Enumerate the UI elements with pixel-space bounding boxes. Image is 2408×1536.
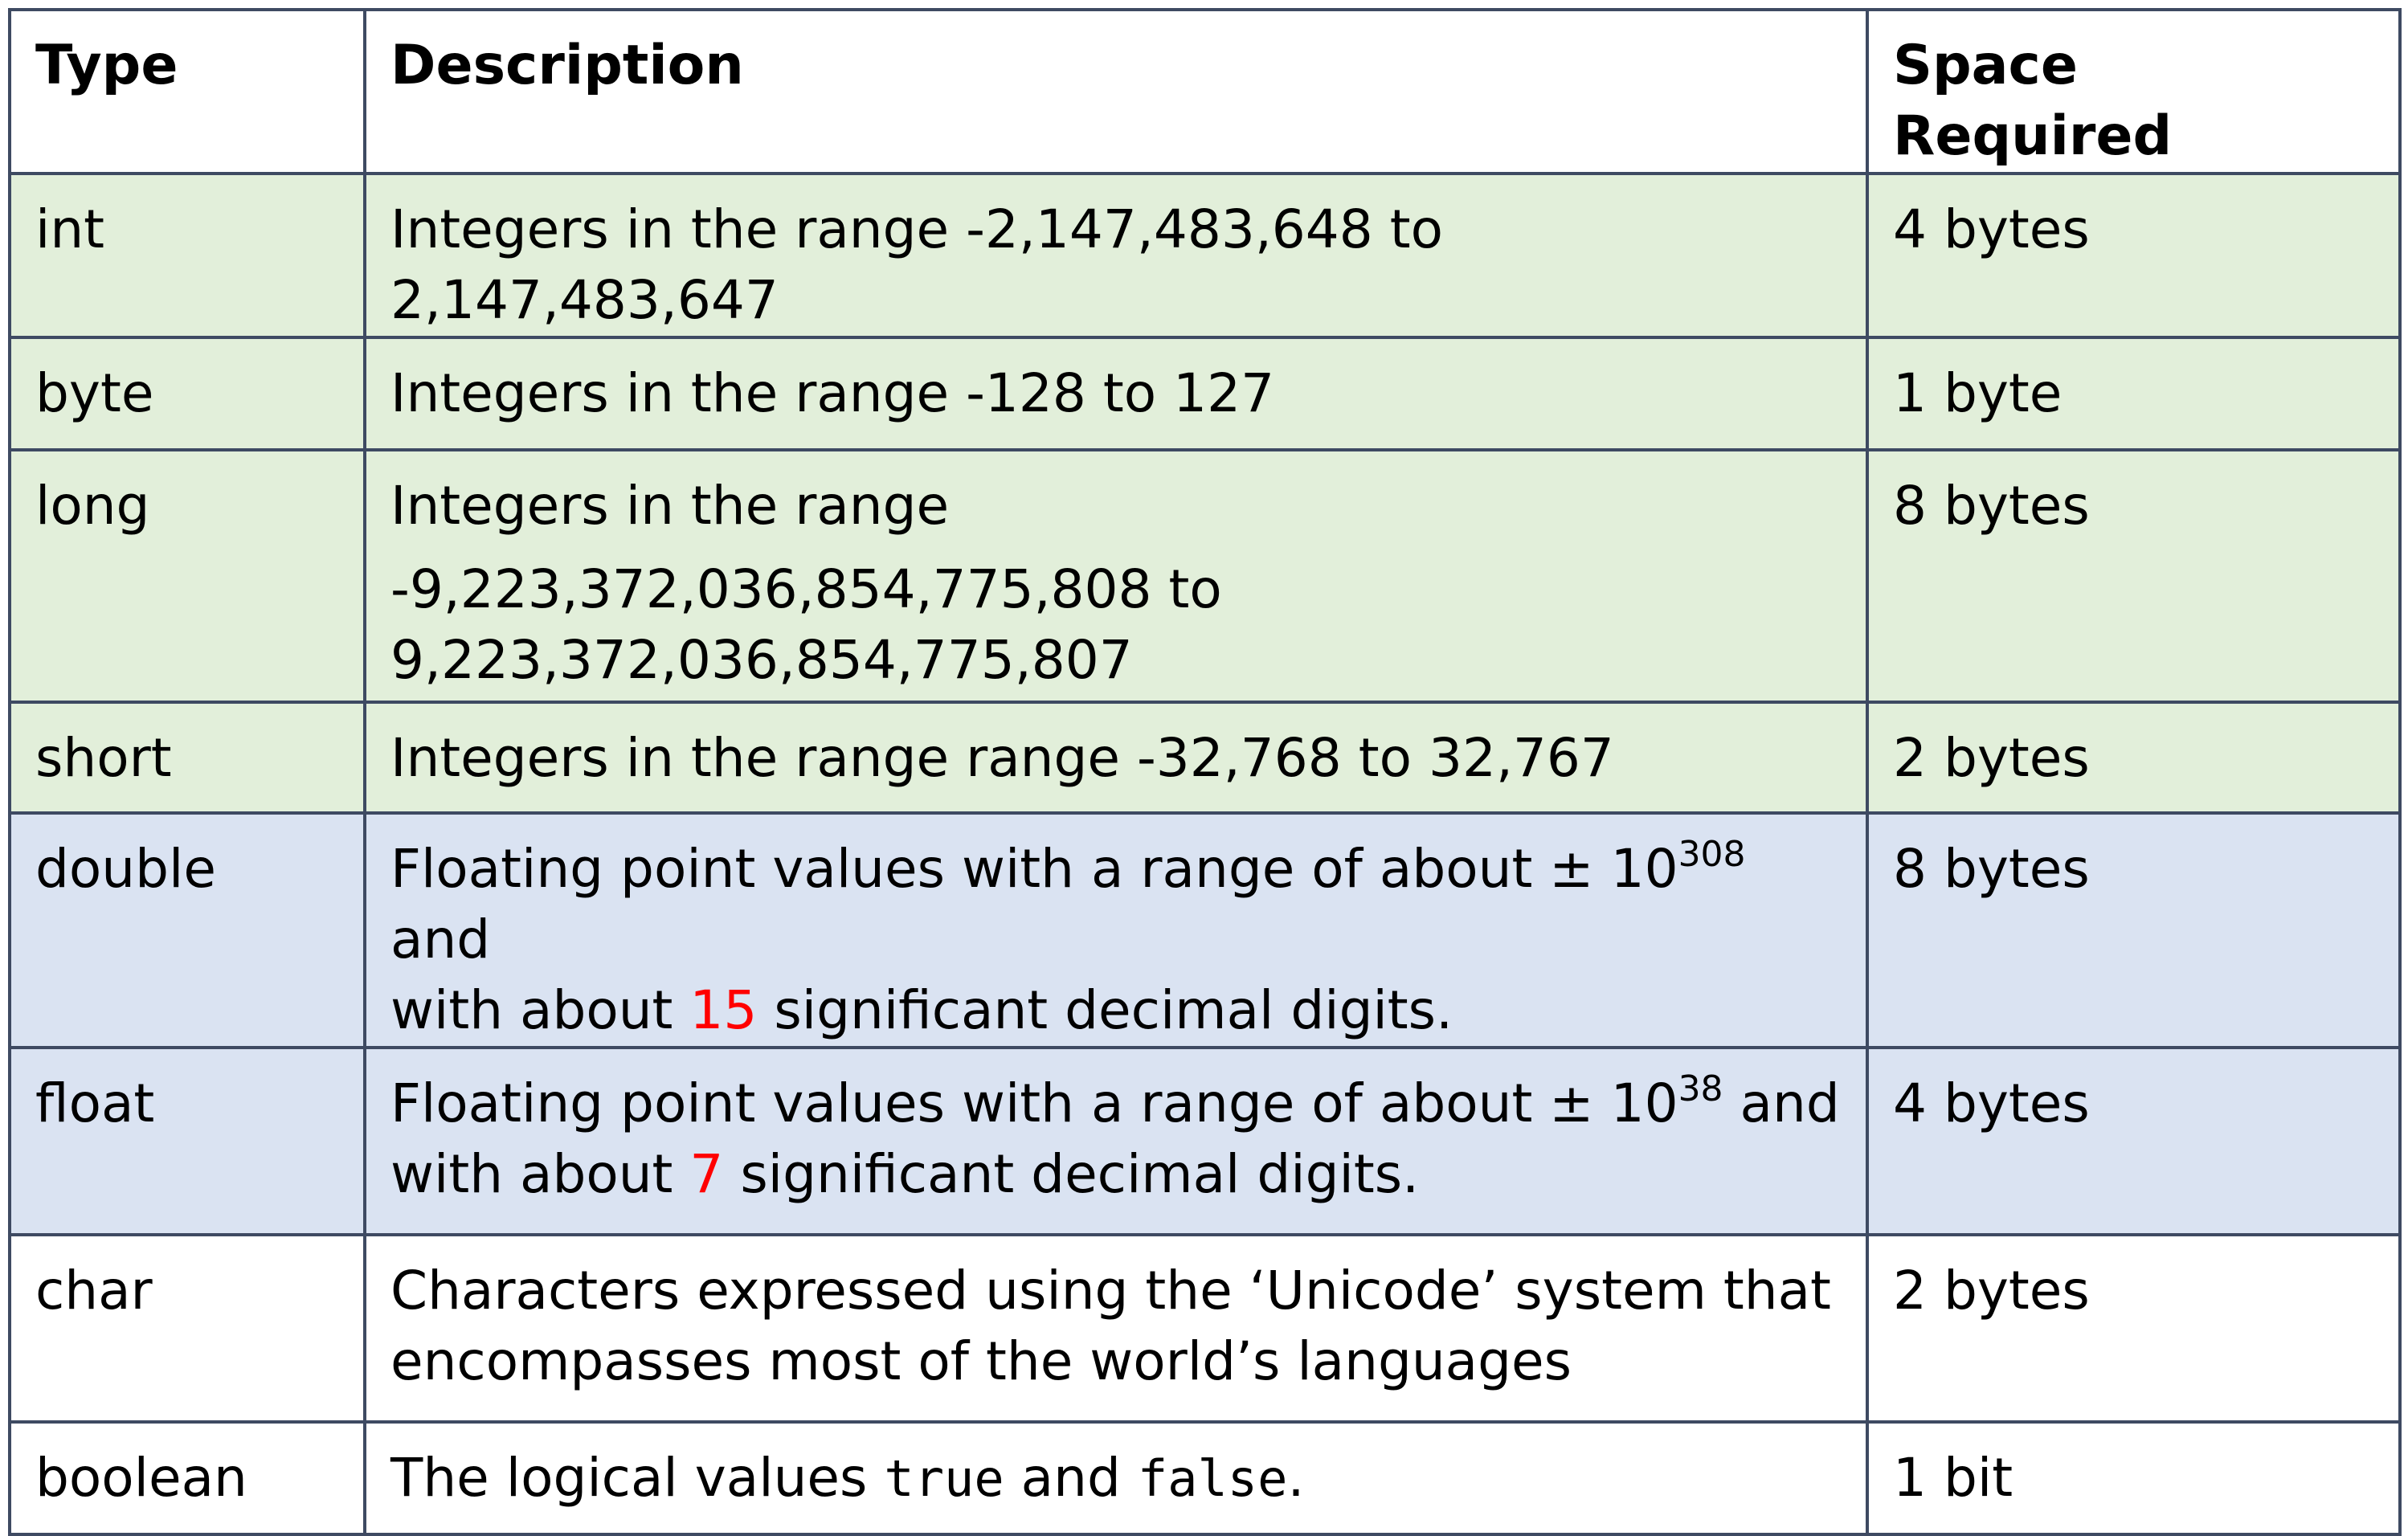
- description-text: and: [390, 909, 491, 970]
- description-text: Floating point values with a range of ab…: [390, 1072, 1678, 1134]
- description-cell-double: Floating point values with a range of ab…: [363, 811, 1869, 1049]
- type-cell-boolean: boolean: [8, 1420, 366, 1536]
- description-text: with about: [390, 1143, 690, 1205]
- description-text: The logical values: [390, 1447, 885, 1509]
- table-row-char: char Characters expressed using the ‘Uni…: [8, 1233, 2402, 1424]
- space-cell-char: 2 bytes: [1866, 1233, 2402, 1424]
- description-line: encompasses most of the world’s language…: [390, 1330, 1572, 1392]
- type-cell-byte: byte: [8, 336, 366, 451]
- description-text: Floating point values with a range of ab…: [390, 838, 1678, 900]
- space-cell-double: 8 bytes: [1866, 811, 2402, 1049]
- description-text: with about: [390, 979, 690, 1041]
- space-cell-boolean: 1 bit: [1866, 1420, 2402, 1536]
- table-row-boolean: boolean The logical values true and fals…: [8, 1420, 2402, 1536]
- space-cell-short: 2 bytes: [1866, 701, 2402, 815]
- code-true: true: [884, 1449, 1004, 1508]
- header-type: Type: [8, 8, 366, 175]
- table-row-float: float Floating point values with a range…: [8, 1046, 2402, 1236]
- type-cell-short: short: [8, 701, 366, 815]
- table-row-double: double Floating point values with a rang…: [8, 811, 2402, 1049]
- type-cell-char: char: [8, 1233, 366, 1424]
- description-cell-short: Integers in the range range -32,768 to 3…: [363, 701, 1869, 815]
- description-cell-int: Integers in the range -2,147,483,648 to …: [363, 172, 1869, 339]
- description-line: with about 7 significant decimal digits.: [390, 1139, 1842, 1210]
- space-cell-byte: 1 byte: [1866, 336, 2402, 451]
- header-space-required: Space Required: [1866, 8, 2402, 175]
- description-cell-byte: Integers in the range -128 to 127: [363, 336, 1869, 451]
- description-text: and: [1723, 1072, 1840, 1134]
- description-line: -9,223,372,036,854,775,808 to: [390, 558, 1222, 620]
- description-line: 9,223,372,036,854,775,807: [390, 629, 1133, 691]
- space-cell-long: 8 bytes: [1866, 448, 2402, 704]
- type-cell-long: long: [8, 448, 366, 704]
- exponent: 308: [1678, 834, 1746, 875]
- type-cell-int: int: [8, 172, 366, 339]
- space-cell-int: 4 bytes: [1866, 172, 2402, 339]
- code-false: false: [1137, 1449, 1288, 1508]
- description-text: .: [1287, 1447, 1305, 1509]
- description-line: Floating point values with a range of ab…: [390, 1068, 1842, 1139]
- data-types-table: Type Description Space Required int Inte…: [8, 8, 2402, 1536]
- description-text: significant decimal digits.: [723, 1143, 1420, 1205]
- description-text: and: [1004, 1447, 1138, 1509]
- description-cell-boolean: The logical values true and false.: [363, 1420, 1869, 1536]
- table-row-byte: byte Integers in the range -128 to 127 1…: [8, 336, 2402, 451]
- header-description: Description: [363, 8, 1869, 175]
- description-cell-float: Floating point values with a range of ab…: [363, 1046, 1869, 1236]
- table-row-short: short Integers in the range range -32,76…: [8, 701, 2402, 815]
- type-cell-double: double: [8, 811, 366, 1049]
- table-row-int: int Integers in the range -2,147,483,648…: [8, 172, 2402, 339]
- exponent: 38: [1678, 1068, 1723, 1109]
- table-header-row: Type Description Space Required: [8, 8, 2402, 175]
- data-types-table-container: Type Description Space Required int Inte…: [8, 8, 2402, 1536]
- description-cell-long: Integers in the range -9,223,372,036,854…: [363, 448, 1869, 704]
- description-line: Floating point values with a range of ab…: [390, 834, 1842, 975]
- significant-digits-highlight: 7: [689, 1143, 724, 1205]
- description-line: with about 15 significant decimal digits…: [390, 975, 1842, 1046]
- space-cell-float: 4 bytes: [1866, 1046, 2402, 1236]
- type-cell-float: float: [8, 1046, 366, 1236]
- description-line: Characters expressed using the ‘Unicode’…: [390, 1260, 1831, 1322]
- description-cell-char: Characters expressed using the ‘Unicode’…: [363, 1233, 1869, 1424]
- description-line: Integers in the range: [390, 475, 950, 537]
- table-row-long: long Integers in the range -9,223,372,03…: [8, 448, 2402, 704]
- significant-digits-highlight: 15: [689, 979, 758, 1041]
- description-text: significant decimal digits.: [757, 979, 1453, 1041]
